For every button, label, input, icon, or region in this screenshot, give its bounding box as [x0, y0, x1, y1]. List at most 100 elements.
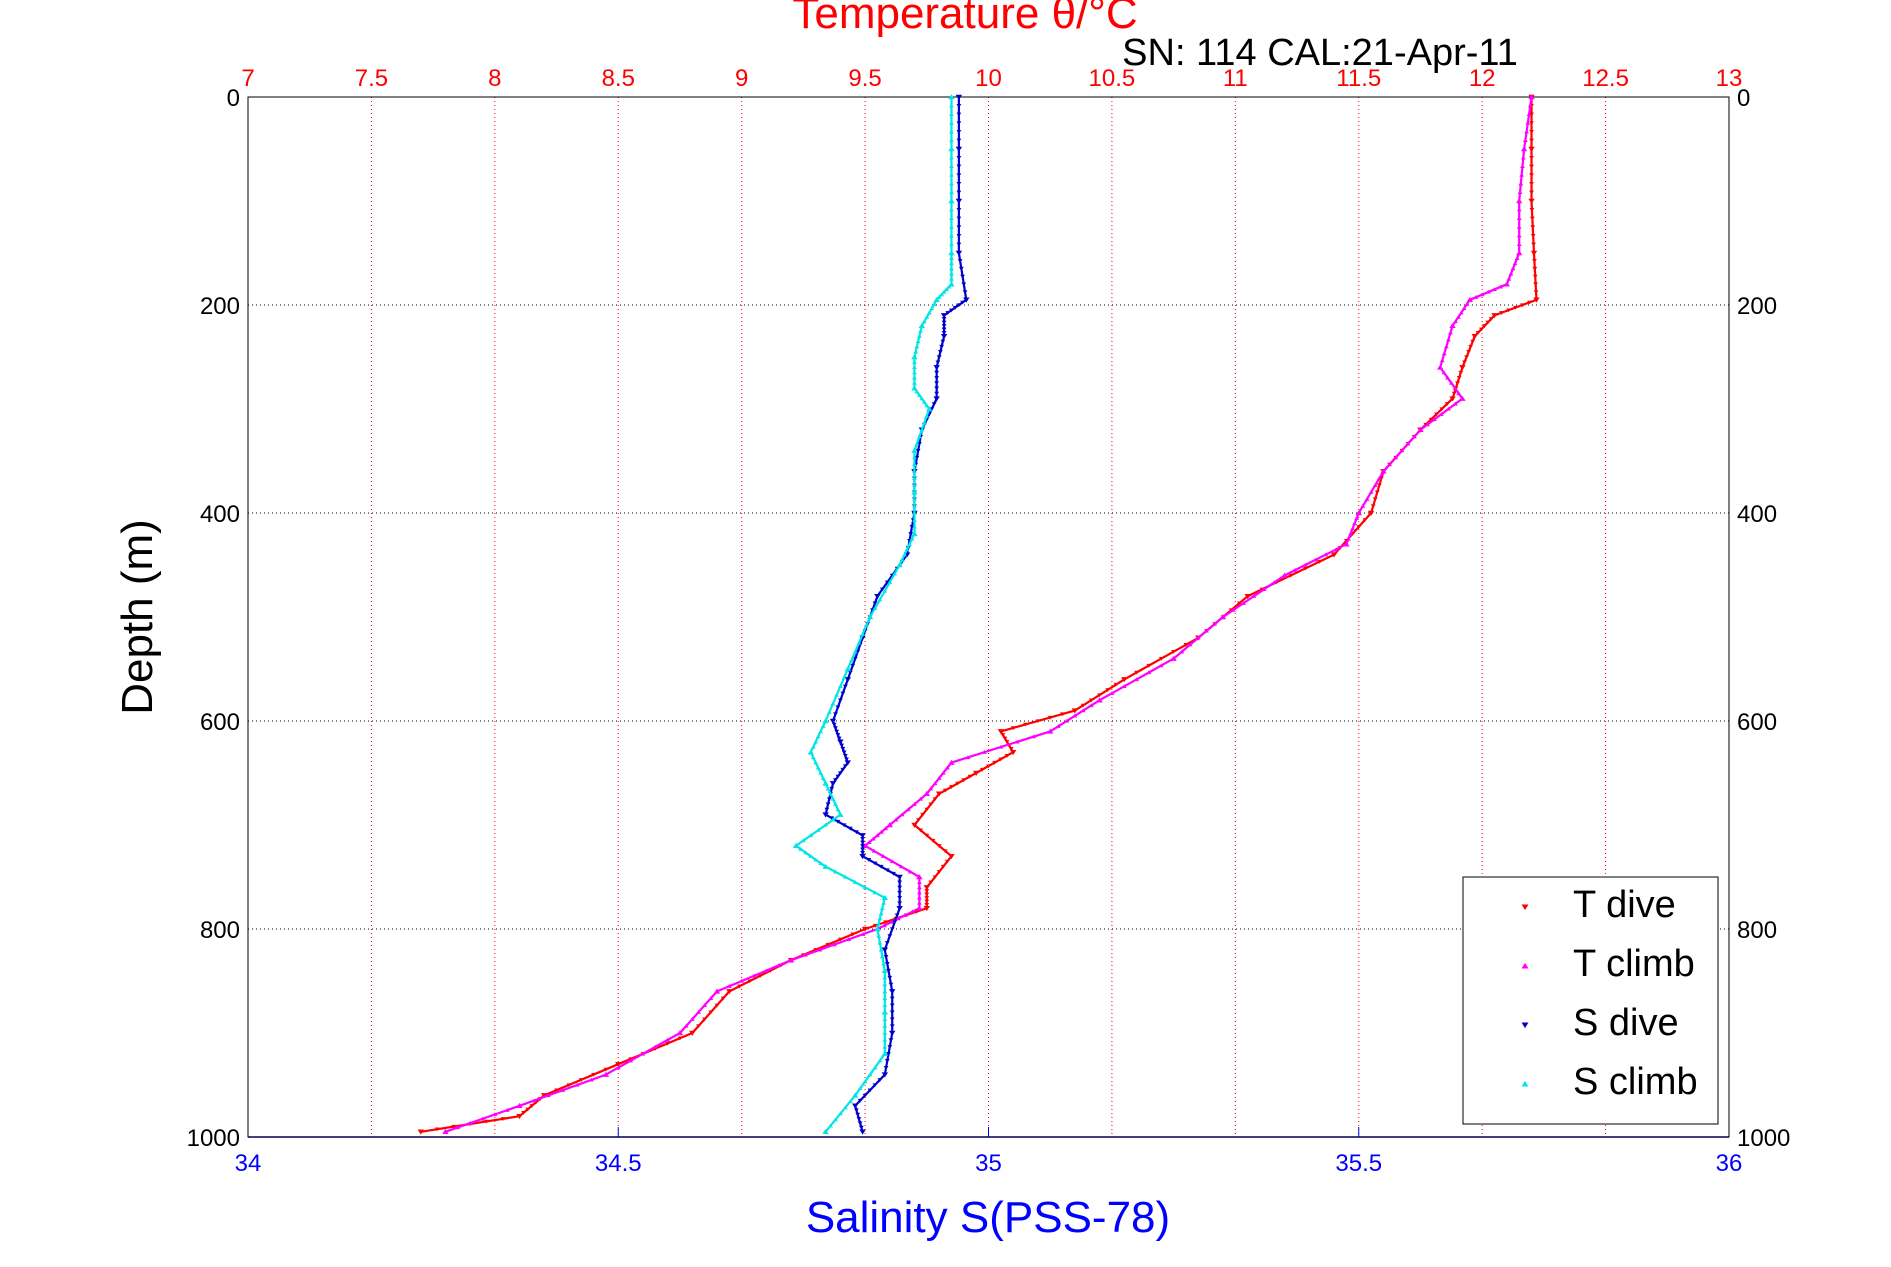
data-point: [1516, 207, 1522, 212]
data-point: [455, 1125, 461, 1130]
data-point: [825, 802, 831, 807]
data-point: [1405, 441, 1411, 446]
data-point: [866, 857, 872, 862]
data-point: [860, 851, 866, 855]
data-point: [803, 850, 809, 855]
data-point: [1520, 164, 1525, 169]
data-point: [757, 974, 763, 978]
data-point: [1499, 311, 1504, 315]
data-point: [1230, 607, 1236, 612]
data-point: [960, 300, 965, 305]
data-point: [1183, 643, 1189, 647]
data-point: [949, 216, 954, 221]
data-point: [813, 948, 819, 952]
data-point: [911, 489, 918, 495]
data-point: [877, 597, 883, 602]
data-point: [1464, 301, 1470, 306]
data-point: [824, 807, 830, 812]
data-point: [881, 900, 886, 905]
data-point: [1096, 697, 1103, 703]
data-point: [1448, 330, 1453, 335]
data-point: [1459, 365, 1466, 371]
data-point: [818, 729, 824, 734]
data-point: [834, 692, 840, 697]
data-point: [1434, 412, 1439, 417]
data-point: [912, 360, 917, 364]
data-point: [1522, 138, 1528, 143]
data-point: [833, 778, 838, 783]
data-point: [737, 984, 743, 989]
data-point: [1517, 190, 1523, 195]
data-point: [504, 1107, 510, 1112]
data-point: [1503, 281, 1511, 287]
data-point: [1533, 297, 1540, 303]
data-point: [956, 103, 962, 108]
data-point: [886, 968, 891, 973]
data-point: [529, 1104, 535, 1108]
data-point: [941, 320, 947, 325]
data-point: [934, 376, 940, 380]
data-point: [1458, 370, 1464, 375]
data-point: [1002, 736, 1008, 741]
data-point: [949, 233, 954, 238]
data-point: [889, 927, 895, 932]
data-point: [979, 767, 985, 772]
data-point: [872, 923, 878, 928]
data-point: [1441, 370, 1447, 375]
data-point: [862, 885, 868, 890]
data-point: [1491, 313, 1498, 319]
data-point: [936, 355, 942, 360]
data-point: [516, 1113, 523, 1120]
data-point: [1333, 547, 1339, 552]
legend-marker: [1521, 1080, 1529, 1087]
data-point: [603, 1067, 609, 1072]
data-point: [889, 1030, 896, 1036]
data-point: [1485, 320, 1491, 325]
salinity-tick-label: 34.5: [595, 1150, 642, 1177]
data-point: [912, 483, 917, 487]
data-point: [602, 1071, 610, 1077]
data-point: [905, 807, 911, 812]
data-point: [878, 911, 884, 916]
data-point: [1330, 552, 1338, 558]
data-point: [932, 875, 938, 880]
data-point: [857, 1086, 863, 1091]
data-point: [825, 786, 831, 791]
data-point: [916, 334, 922, 338]
legend-label: T dive: [1573, 884, 1676, 926]
data-point: [1219, 614, 1227, 620]
data-point: [855, 1112, 861, 1117]
data-point: [949, 172, 954, 177]
data-point: [852, 1092, 859, 1098]
data-point: [911, 530, 918, 537]
data-point: [914, 344, 920, 349]
data-point: [531, 1098, 537, 1103]
data-point: [825, 942, 831, 947]
data-point: [949, 256, 954, 260]
data-point: [545, 1093, 551, 1098]
legend-label: S dive: [1573, 1002, 1679, 1044]
data-point: [863, 623, 869, 628]
data-point: [911, 385, 918, 391]
data-point: [941, 324, 947, 328]
data-point: [818, 860, 824, 865]
data-point: [924, 413, 930, 418]
data-point: [1529, 129, 1534, 134]
data-point: [872, 601, 878, 606]
data-point: [920, 812, 926, 817]
data-point: [899, 557, 905, 562]
data-point: [823, 822, 828, 827]
data-point: [1516, 233, 1522, 238]
data-point: [1529, 121, 1534, 126]
temperature-tick-label: 8: [488, 65, 501, 92]
data-point: [918, 328, 924, 333]
data-point: [949, 224, 954, 229]
data-point: [904, 547, 910, 552]
data-point: [926, 406, 933, 412]
data-point: [860, 847, 866, 852]
data-point: [948, 146, 955, 152]
data-point: [1088, 698, 1094, 703]
data-point: [914, 389, 920, 394]
data-point: [1376, 476, 1382, 481]
data-point: [921, 319, 927, 324]
